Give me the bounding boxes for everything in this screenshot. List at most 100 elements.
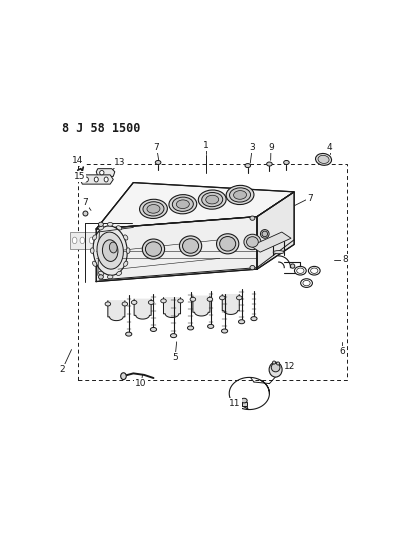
Polygon shape bbox=[242, 402, 247, 406]
Ellipse shape bbox=[99, 237, 103, 244]
Bar bbox=[78, 164, 347, 381]
Ellipse shape bbox=[251, 317, 257, 321]
Ellipse shape bbox=[99, 271, 104, 276]
Ellipse shape bbox=[89, 237, 94, 244]
Ellipse shape bbox=[117, 271, 122, 276]
Ellipse shape bbox=[93, 226, 127, 276]
Text: 4: 4 bbox=[327, 142, 332, 151]
Ellipse shape bbox=[117, 225, 122, 230]
Ellipse shape bbox=[303, 280, 310, 286]
Ellipse shape bbox=[122, 302, 128, 306]
Ellipse shape bbox=[301, 279, 312, 287]
Ellipse shape bbox=[206, 195, 219, 204]
Ellipse shape bbox=[244, 234, 261, 249]
Ellipse shape bbox=[105, 302, 111, 306]
Ellipse shape bbox=[294, 266, 306, 275]
Ellipse shape bbox=[99, 225, 104, 230]
Ellipse shape bbox=[262, 231, 268, 237]
Ellipse shape bbox=[202, 192, 223, 207]
Ellipse shape bbox=[140, 199, 167, 219]
Ellipse shape bbox=[221, 329, 228, 333]
Ellipse shape bbox=[190, 297, 196, 301]
Text: 2: 2 bbox=[59, 365, 65, 374]
Ellipse shape bbox=[109, 242, 117, 253]
Ellipse shape bbox=[297, 268, 304, 273]
Ellipse shape bbox=[120, 373, 126, 379]
Ellipse shape bbox=[170, 334, 177, 338]
Ellipse shape bbox=[93, 235, 97, 240]
Polygon shape bbox=[257, 192, 294, 269]
Ellipse shape bbox=[233, 191, 247, 199]
Ellipse shape bbox=[176, 200, 190, 208]
Ellipse shape bbox=[178, 299, 183, 303]
Ellipse shape bbox=[124, 235, 128, 240]
Ellipse shape bbox=[126, 332, 132, 336]
Ellipse shape bbox=[219, 296, 225, 300]
Ellipse shape bbox=[143, 202, 164, 216]
Ellipse shape bbox=[147, 205, 160, 213]
Ellipse shape bbox=[99, 222, 103, 227]
Ellipse shape bbox=[145, 242, 162, 256]
Ellipse shape bbox=[107, 275, 113, 279]
Text: 12: 12 bbox=[284, 362, 295, 371]
Polygon shape bbox=[164, 298, 180, 318]
Ellipse shape bbox=[126, 248, 130, 253]
Ellipse shape bbox=[217, 234, 239, 254]
Ellipse shape bbox=[84, 177, 88, 182]
Ellipse shape bbox=[72, 237, 77, 244]
Text: 8 J 58 1500: 8 J 58 1500 bbox=[62, 122, 140, 135]
Text: 9: 9 bbox=[268, 142, 274, 151]
Ellipse shape bbox=[239, 320, 245, 324]
Polygon shape bbox=[108, 301, 125, 321]
Text: 10: 10 bbox=[135, 379, 147, 388]
Ellipse shape bbox=[247, 237, 258, 247]
Ellipse shape bbox=[318, 155, 329, 164]
Text: 11: 11 bbox=[229, 399, 241, 408]
Ellipse shape bbox=[229, 188, 251, 202]
Ellipse shape bbox=[219, 237, 236, 251]
Ellipse shape bbox=[250, 265, 255, 270]
Ellipse shape bbox=[310, 268, 318, 273]
Ellipse shape bbox=[107, 222, 113, 226]
Ellipse shape bbox=[261, 230, 269, 238]
Text: 6: 6 bbox=[339, 346, 345, 356]
Ellipse shape bbox=[267, 162, 272, 166]
Ellipse shape bbox=[94, 177, 98, 182]
Ellipse shape bbox=[198, 190, 226, 209]
Ellipse shape bbox=[131, 301, 137, 304]
Polygon shape bbox=[134, 300, 151, 319]
Text: 5: 5 bbox=[172, 353, 178, 362]
Ellipse shape bbox=[308, 266, 320, 275]
Ellipse shape bbox=[182, 239, 199, 253]
Ellipse shape bbox=[245, 164, 251, 167]
Ellipse shape bbox=[250, 216, 255, 220]
Polygon shape bbox=[96, 183, 294, 229]
Ellipse shape bbox=[290, 264, 295, 268]
Ellipse shape bbox=[83, 211, 88, 216]
Ellipse shape bbox=[188, 326, 194, 330]
Ellipse shape bbox=[150, 327, 156, 332]
Ellipse shape bbox=[172, 197, 194, 212]
Ellipse shape bbox=[161, 299, 166, 303]
Ellipse shape bbox=[207, 325, 214, 328]
Ellipse shape bbox=[155, 160, 161, 165]
Ellipse shape bbox=[97, 232, 123, 269]
Ellipse shape bbox=[99, 274, 103, 279]
Ellipse shape bbox=[124, 261, 128, 266]
Polygon shape bbox=[193, 296, 210, 316]
Ellipse shape bbox=[100, 171, 104, 175]
Polygon shape bbox=[251, 232, 291, 252]
Text: 8: 8 bbox=[342, 255, 348, 264]
Text: 13: 13 bbox=[114, 158, 125, 167]
Text: 1: 1 bbox=[203, 141, 209, 150]
Ellipse shape bbox=[284, 160, 289, 165]
Polygon shape bbox=[222, 295, 239, 314]
Ellipse shape bbox=[277, 362, 280, 365]
Ellipse shape bbox=[273, 361, 276, 364]
Ellipse shape bbox=[273, 251, 284, 254]
Text: 7: 7 bbox=[307, 193, 312, 203]
Polygon shape bbox=[70, 232, 107, 249]
Text: 14: 14 bbox=[72, 156, 83, 165]
Text: 7: 7 bbox=[83, 198, 88, 207]
Ellipse shape bbox=[269, 362, 282, 377]
